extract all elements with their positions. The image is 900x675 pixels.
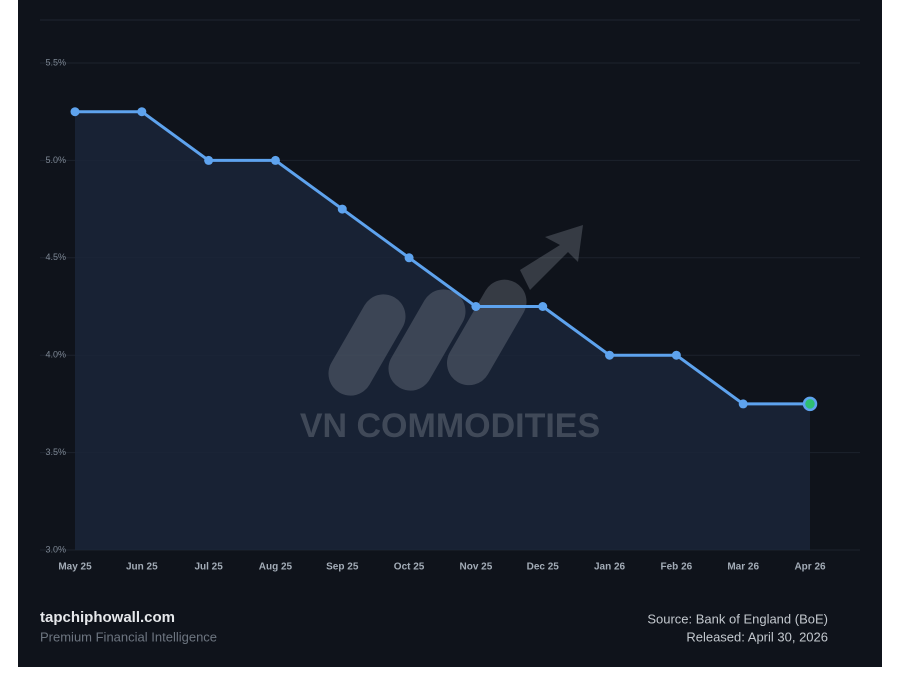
x-tick-label: Jun 25 xyxy=(126,562,158,573)
point xyxy=(471,302,481,311)
x-tick-label: Aug 25 xyxy=(259,562,293,573)
x-tick-label: Oct 25 xyxy=(394,562,425,573)
point xyxy=(802,396,818,412)
y-tick-label: 3.0% xyxy=(45,544,66,554)
point xyxy=(70,107,80,117)
point xyxy=(270,155,280,165)
x-tick-label: Apr 26 xyxy=(794,562,826,573)
y-tick-label: 5.5% xyxy=(45,57,66,67)
x-tick-label: Mar 26 xyxy=(727,562,759,573)
x-tick-label: Dec 25 xyxy=(527,562,560,573)
x-tick-label: Jan 26 xyxy=(594,562,626,573)
footer-source: Source: Bank of England (BoE) xyxy=(647,611,828,626)
line xyxy=(75,110,810,406)
x-tick-label: Nov 25 xyxy=(460,562,493,573)
point xyxy=(404,253,414,263)
point xyxy=(137,107,147,117)
footer-released: Released: April 30, 2026 xyxy=(686,629,828,644)
point xyxy=(605,350,615,360)
point xyxy=(671,350,681,360)
point xyxy=(337,204,347,214)
y-tick-label: 3.5% xyxy=(45,447,66,457)
footer-tagline: Premium Financial Intelligence xyxy=(40,629,217,644)
watermark-text: VN COMMODITIES xyxy=(300,407,600,445)
x-tick-label: Jul 25 xyxy=(194,562,223,573)
point xyxy=(204,155,214,165)
area xyxy=(75,111,810,550)
point xyxy=(738,399,748,409)
y-tick-label: 4.0% xyxy=(45,350,66,360)
x-tick-label: Sep 25 xyxy=(326,562,359,573)
x-tick-label: Feb 26 xyxy=(661,562,693,573)
point xyxy=(538,302,548,311)
footer-site: tapchiphowall.com xyxy=(40,609,175,626)
y-tick-label: 4.5% xyxy=(45,252,66,262)
x-tick-label: May 25 xyxy=(58,562,92,573)
y-tick-label: 5.0% xyxy=(45,155,66,165)
